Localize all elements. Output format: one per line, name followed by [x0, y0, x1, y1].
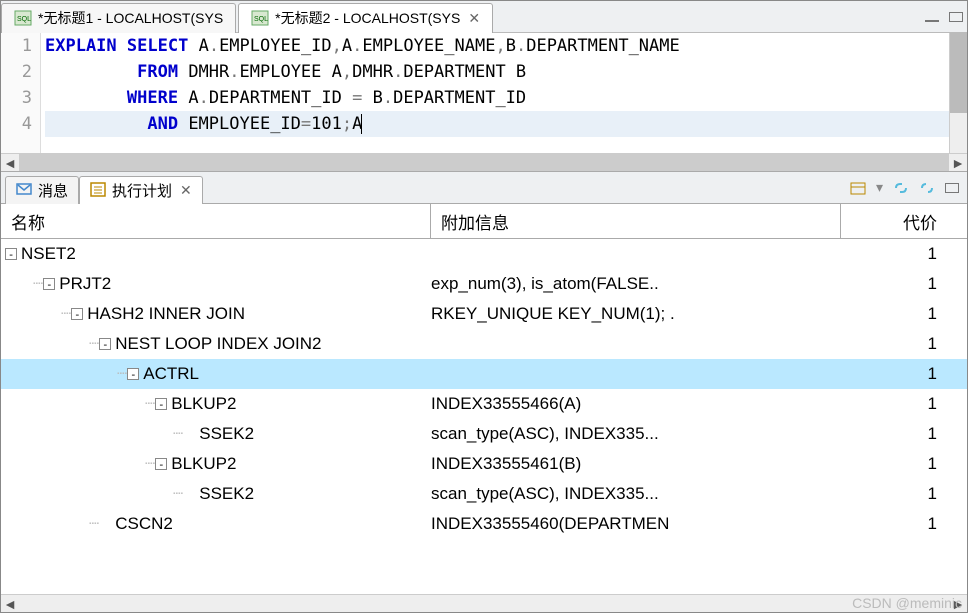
plan-node-name: ┈-ACTRL [1, 364, 431, 384]
plan-node-name: ┈-PRJT2 [1, 274, 431, 294]
tree-expander[interactable]: - [99, 338, 111, 350]
tree-expander[interactable]: - [155, 398, 167, 410]
execution-plan-tree[interactable]: -NSET21┈-PRJT2exp_num(3), is_atom(FALSE.… [1, 239, 967, 594]
calendar-icon[interactable] [850, 181, 866, 195]
column-info-header[interactable]: 附加信息 [431, 204, 841, 238]
plan-row[interactable]: ┈CSCN2INDEX33555460(DEPARTMEN1 [1, 509, 967, 539]
panel-maximize-icon[interactable] [945, 183, 959, 193]
plan-node-cost: 1 [841, 454, 967, 474]
plan-node-info: scan_type(ASC), INDEX335... [431, 424, 841, 444]
scroll-right-icon[interactable]: ► [949, 154, 967, 172]
plan-node-name: ┈-HASH2 INNER JOIN [1, 304, 431, 324]
execution-plan-tab[interactable]: 执行计划 ✕ [79, 176, 203, 204]
plan-node-cost: 1 [841, 394, 967, 414]
panel-horizontal-scrollbar[interactable]: ◄ ► [1, 594, 967, 612]
plan-row[interactable]: ┈-ACTRL 1 [1, 359, 967, 389]
sql-file-icon: SQL [251, 10, 269, 26]
plan-node-cost: 1 [841, 274, 967, 294]
plan-row[interactable]: ┈-HASH2 INNER JOINRKEY_UNIQUE KEY_NUM(1)… [1, 299, 967, 329]
code-line[interactable]: AND EMPLOYEE_ID=101;A [45, 111, 967, 137]
plan-node-cost: 1 [841, 514, 967, 534]
plan-node-cost: 1 [841, 304, 967, 324]
plan-row[interactable]: ┈-BLKUP2INDEX33555466(A)1 [1, 389, 967, 419]
minimize-icon[interactable] [925, 12, 939, 22]
plan-node-info: scan_type(ASC), INDEX335... [431, 484, 841, 504]
code-line[interactable]: WHERE A.DEPARTMENT_ID = B.DEPARTMENT_ID [45, 85, 967, 111]
plan-row[interactable]: ┈SSEK2scan_type(ASC), INDEX335...1 [1, 479, 967, 509]
scroll-left-icon[interactable]: ◄ [1, 595, 19, 613]
close-icon[interactable]: ✕ [180, 182, 192, 199]
editor-tab-1[interactable]: SQL *无标题1 - LOCALHOST(SYS [1, 3, 236, 33]
line-gutter: 1234 [1, 33, 41, 153]
plan-row[interactable]: -NSET2 1 [1, 239, 967, 269]
plan-node-name: ┈-NEST LOOP INDEX JOIN2 [1, 334, 431, 354]
plan-row[interactable]: ┈-PRJT2exp_num(3), is_atom(FALSE..1 [1, 269, 967, 299]
tab-label: 执行计划 [112, 180, 172, 201]
plan-icon [90, 182, 108, 198]
plan-node-info: INDEX33555461(B) [431, 454, 841, 474]
code-line[interactable]: FROM DMHR.EMPLOYEE A,DMHR.DEPARTMENT B [45, 59, 967, 85]
plan-row[interactable]: ┈SSEK2scan_type(ASC), INDEX335...1 [1, 419, 967, 449]
plan-node-name: ┈CSCN2 [1, 514, 431, 534]
messages-tab[interactable]: 消息 [5, 176, 79, 204]
tree-expander[interactable]: - [43, 278, 55, 290]
plan-node-info: RKEY_UNIQUE KEY_NUM(1); . [431, 304, 841, 324]
dropdown-icon[interactable]: ▾ [876, 179, 883, 196]
plan-node-info: INDEX33555460(DEPARTMEN [431, 514, 841, 534]
scroll-right-icon[interactable]: ► [949, 595, 967, 613]
tree-expander[interactable]: - [71, 308, 83, 320]
code-content[interactable]: EXPLAIN SELECT A.EMPLOYEE_ID,A.EMPLOYEE_… [41, 33, 967, 153]
column-name-header[interactable]: 名称 [1, 204, 431, 238]
plan-node-name: ┈SSEK2 [1, 424, 431, 444]
plan-node-info: exp_num(3), is_atom(FALSE.. [431, 274, 841, 294]
results-tab-bar: 消息 执行计划 ✕ ▾ [1, 171, 967, 203]
link2-icon[interactable] [919, 181, 935, 195]
scroll-left-icon[interactable]: ◄ [1, 154, 19, 172]
plan-node-cost: 1 [841, 484, 967, 504]
tab-label: *无标题1 - LOCALHOST(SYS [38, 8, 223, 28]
plan-row[interactable]: ┈-NEST LOOP INDEX JOIN2 1 [1, 329, 967, 359]
editor-vertical-scrollbar[interactable] [949, 33, 967, 153]
column-cost-header[interactable]: 代价 [841, 204, 967, 238]
plan-table-header: 名称 附加信息 代价 [1, 203, 967, 239]
plan-node-cost: 1 [841, 334, 967, 354]
svg-text:SQL: SQL [254, 16, 268, 23]
code-line[interactable]: EXPLAIN SELECT A.EMPLOYEE_ID,A.EMPLOYEE_… [45, 33, 967, 59]
plan-node-name: ┈-BLKUP2 [1, 394, 431, 414]
sql-file-icon: SQL [14, 10, 32, 26]
tab-label: *无标题2 - LOCALHOST(SYS [275, 8, 460, 28]
svg-text:SQL: SQL [17, 16, 31, 23]
panel-toolbar: ▾ [850, 179, 959, 196]
plan-node-name: -NSET2 [1, 244, 431, 264]
plan-node-cost: 1 [841, 364, 967, 384]
tree-expander[interactable]: - [5, 248, 17, 260]
editor-tab-2[interactable]: SQL *无标题2 - LOCALHOST(SYS ✕ [238, 3, 493, 33]
message-icon [16, 182, 34, 198]
editor-tab-bar: SQL *无标题1 - LOCALHOST(SYS SQL *无标题2 - LO… [1, 1, 967, 33]
plan-row[interactable]: ┈-BLKUP2INDEX33555461(B)1 [1, 449, 967, 479]
window-buttons [925, 12, 963, 22]
link-icon[interactable] [893, 181, 909, 195]
plan-node-name: ┈-BLKUP2 [1, 454, 431, 474]
maximize-icon[interactable] [949, 12, 963, 22]
plan-node-info: INDEX33555466(A) [431, 394, 841, 414]
tree-expander[interactable]: - [155, 458, 167, 470]
plan-node-cost: 1 [841, 244, 967, 264]
plan-node-cost: 1 [841, 424, 967, 444]
tab-label: 消息 [38, 180, 68, 201]
tree-expander[interactable]: - [127, 368, 139, 380]
close-icon[interactable]: ✕ [468, 10, 480, 27]
plan-node-name: ┈SSEK2 [1, 484, 431, 504]
editor-horizontal-scrollbar[interactable]: ◄ ► [1, 153, 967, 171]
code-editor[interactable]: 1234 EXPLAIN SELECT A.EMPLOYEE_ID,A.EMPL… [1, 33, 967, 171]
